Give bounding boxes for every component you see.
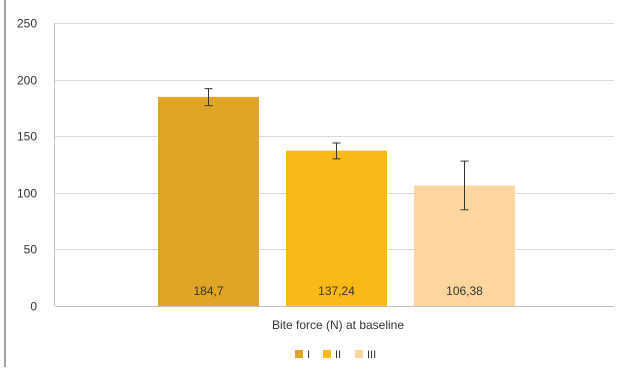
data-label-I: 184,7 bbox=[193, 284, 223, 298]
label-layer: 184,7 137,24 106,38 bbox=[193, 284, 483, 298]
y-tick-label-250: 250 bbox=[17, 17, 37, 31]
error-layer bbox=[204, 88, 469, 211]
y-tick-label-0: 0 bbox=[30, 300, 37, 314]
y-tick-label-100: 100 bbox=[17, 187, 37, 201]
x-axis-title: Bite force (N) at baseline bbox=[272, 318, 404, 332]
legend-label-I: I bbox=[307, 349, 310, 361]
y-tick-label-150: 150 bbox=[17, 130, 37, 144]
legend-swatch-III bbox=[355, 350, 363, 358]
y-tick-label-200: 200 bbox=[17, 74, 37, 88]
legend-swatch-II bbox=[323, 350, 331, 358]
y-tick-label-50: 50 bbox=[24, 243, 38, 257]
bar-I bbox=[158, 96, 259, 306]
legend-label-III: III bbox=[367, 349, 376, 361]
data-label-III: 106,38 bbox=[446, 284, 483, 298]
data-label-II: 137,24 bbox=[318, 284, 355, 298]
bar-II bbox=[286, 150, 387, 306]
legend-swatch-I bbox=[295, 350, 303, 358]
axis-layer: 0 50 100 150 200 250 bbox=[17, 17, 55, 314]
bar-layer bbox=[158, 96, 515, 306]
legend: I II III bbox=[295, 349, 376, 361]
legend-label-II: II bbox=[335, 349, 341, 361]
